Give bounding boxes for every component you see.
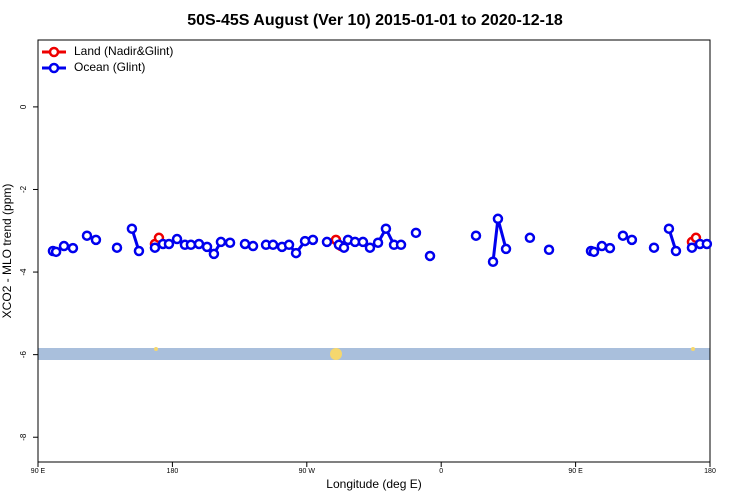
data-point (596, 240, 608, 252)
data-point (283, 239, 295, 251)
data-point (185, 239, 197, 251)
data-point (215, 236, 227, 248)
data-point (492, 213, 504, 225)
surface-band (38, 348, 710, 360)
data-point (663, 223, 675, 234)
data-point (171, 233, 183, 245)
data-point (90, 234, 102, 246)
data-point (239, 238, 251, 250)
sun-glint (154, 347, 158, 351)
data-point (133, 245, 145, 257)
data-point (686, 242, 698, 253)
y-axis-label: XCO2 - MLO trend (ppm) (0, 184, 14, 319)
data-point (224, 237, 236, 248)
data-point (364, 242, 376, 253)
data-point (321, 236, 333, 248)
data-point (410, 227, 422, 239)
data-point (193, 238, 205, 250)
data-point (247, 240, 259, 252)
data-point (543, 244, 555, 256)
data-point (267, 239, 279, 251)
data-point (701, 238, 713, 250)
data-point (380, 223, 392, 234)
data-point (299, 235, 311, 247)
y-tick-label: 0 (19, 104, 28, 109)
data-point (487, 256, 499, 267)
data-point (424, 250, 436, 262)
data-point (81, 230, 93, 241)
data-point (617, 230, 629, 241)
data-point (670, 245, 682, 257)
x-tick-label: 180 (167, 468, 179, 475)
data-point (470, 230, 482, 241)
data-point (338, 242, 350, 253)
data-point (67, 242, 79, 254)
legend-label: Ocean (Glint) (74, 60, 145, 74)
plot-frame (37, 39, 711, 463)
data-point (163, 238, 175, 250)
data-point (524, 232, 536, 244)
x-tick-label: 90 E (568, 468, 583, 475)
data-point (126, 223, 138, 234)
data-point (500, 243, 512, 255)
data-point (58, 240, 70, 252)
data-point (149, 242, 161, 253)
data-point (648, 242, 660, 253)
data-point (111, 242, 123, 253)
data-point (372, 237, 384, 248)
sun-glint (691, 347, 695, 351)
data-point (357, 236, 369, 248)
x-tick-label: 90 W (299, 468, 316, 475)
y-tick-label: -4 (19, 268, 28, 276)
legend-marker (48, 62, 60, 74)
legend-label: Land (Nadir&Glint) (74, 44, 173, 58)
x-tick-label: 180 (704, 468, 716, 475)
data-point (290, 247, 302, 259)
y-tick-label: -8 (19, 433, 28, 441)
x-tick-label: 0 (439, 468, 443, 475)
data-point (626, 234, 638, 246)
chart-title: 50S-45S August (Ver 10) 2015-01-01 to 20… (187, 12, 563, 29)
data-point (307, 234, 319, 246)
data-point (604, 242, 616, 254)
x-tick-label: 90 E (31, 468, 46, 475)
data-point (50, 246, 62, 258)
data-point (201, 241, 213, 253)
sun-glint (330, 348, 342, 360)
data-point (208, 248, 220, 260)
data-point (395, 239, 407, 251)
data-point (588, 246, 600, 258)
y-tick-label: -6 (19, 351, 28, 359)
x-axis-label: Longitude (deg E) (326, 477, 421, 491)
legend-marker (48, 46, 60, 58)
y-tick-label: -2 (19, 185, 28, 193)
